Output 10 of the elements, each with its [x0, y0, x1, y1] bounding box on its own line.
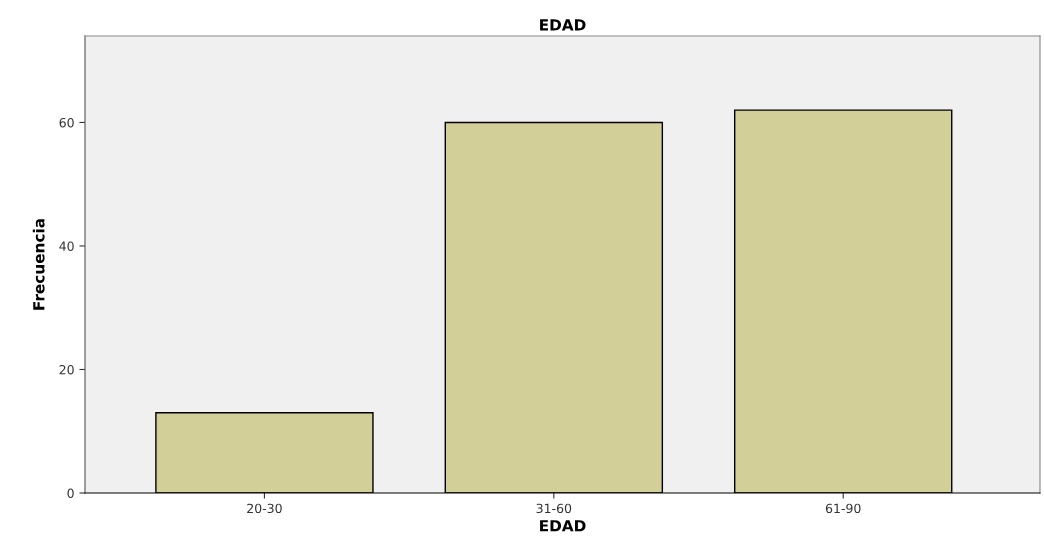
x-tick-label: 20-30 — [247, 503, 282, 514]
y-tick-label: 20 — [59, 364, 74, 375]
y-tick-label: 40 — [59, 241, 74, 251]
x-axis-title: EDAD — [540, 520, 586, 532]
y-axis-title: Frecuencia — [32, 219, 45, 310]
x-tick-label: 61-90 — [825, 503, 861, 514]
chart-title: EDAD — [540, 19, 586, 31]
y-tick-label: 60 — [59, 117, 74, 128]
x-tick-label: 31-60 — [536, 503, 572, 514]
y-tick-label: 0 — [67, 488, 74, 498]
